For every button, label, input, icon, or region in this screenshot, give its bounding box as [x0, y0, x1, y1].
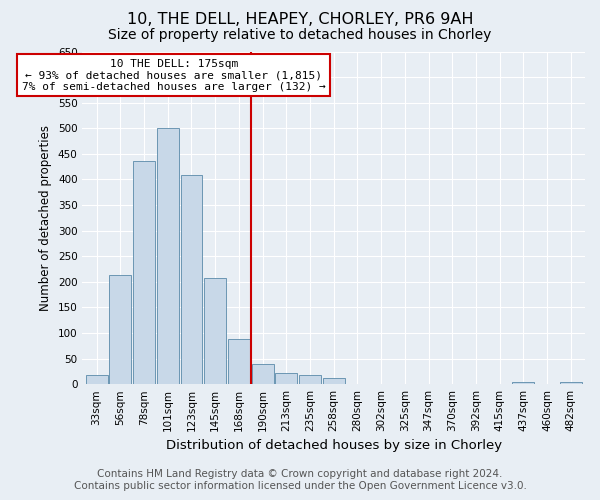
- Bar: [275, 373, 297, 384]
- Bar: [86, 375, 107, 384]
- Bar: [133, 160, 155, 384]
- Bar: [181, 176, 202, 384]
- Bar: [228, 339, 250, 384]
- Bar: [323, 378, 344, 384]
- Bar: [512, 382, 534, 384]
- Text: Size of property relative to detached houses in Chorley: Size of property relative to detached ho…: [109, 28, 491, 42]
- Text: 10 THE DELL: 175sqm
← 93% of detached houses are smaller (1,815)
7% of semi-deta: 10 THE DELL: 175sqm ← 93% of detached ho…: [22, 58, 326, 92]
- Bar: [299, 375, 321, 384]
- Bar: [560, 382, 581, 384]
- Bar: [251, 364, 274, 384]
- Text: Contains HM Land Registry data © Crown copyright and database right 2024.
Contai: Contains HM Land Registry data © Crown c…: [74, 470, 526, 491]
- Bar: [204, 278, 226, 384]
- Text: 10, THE DELL, HEAPEY, CHORLEY, PR6 9AH: 10, THE DELL, HEAPEY, CHORLEY, PR6 9AH: [127, 12, 473, 28]
- Bar: [157, 128, 179, 384]
- X-axis label: Distribution of detached houses by size in Chorley: Distribution of detached houses by size …: [166, 440, 502, 452]
- Y-axis label: Number of detached properties: Number of detached properties: [39, 125, 52, 311]
- Bar: [109, 275, 131, 384]
